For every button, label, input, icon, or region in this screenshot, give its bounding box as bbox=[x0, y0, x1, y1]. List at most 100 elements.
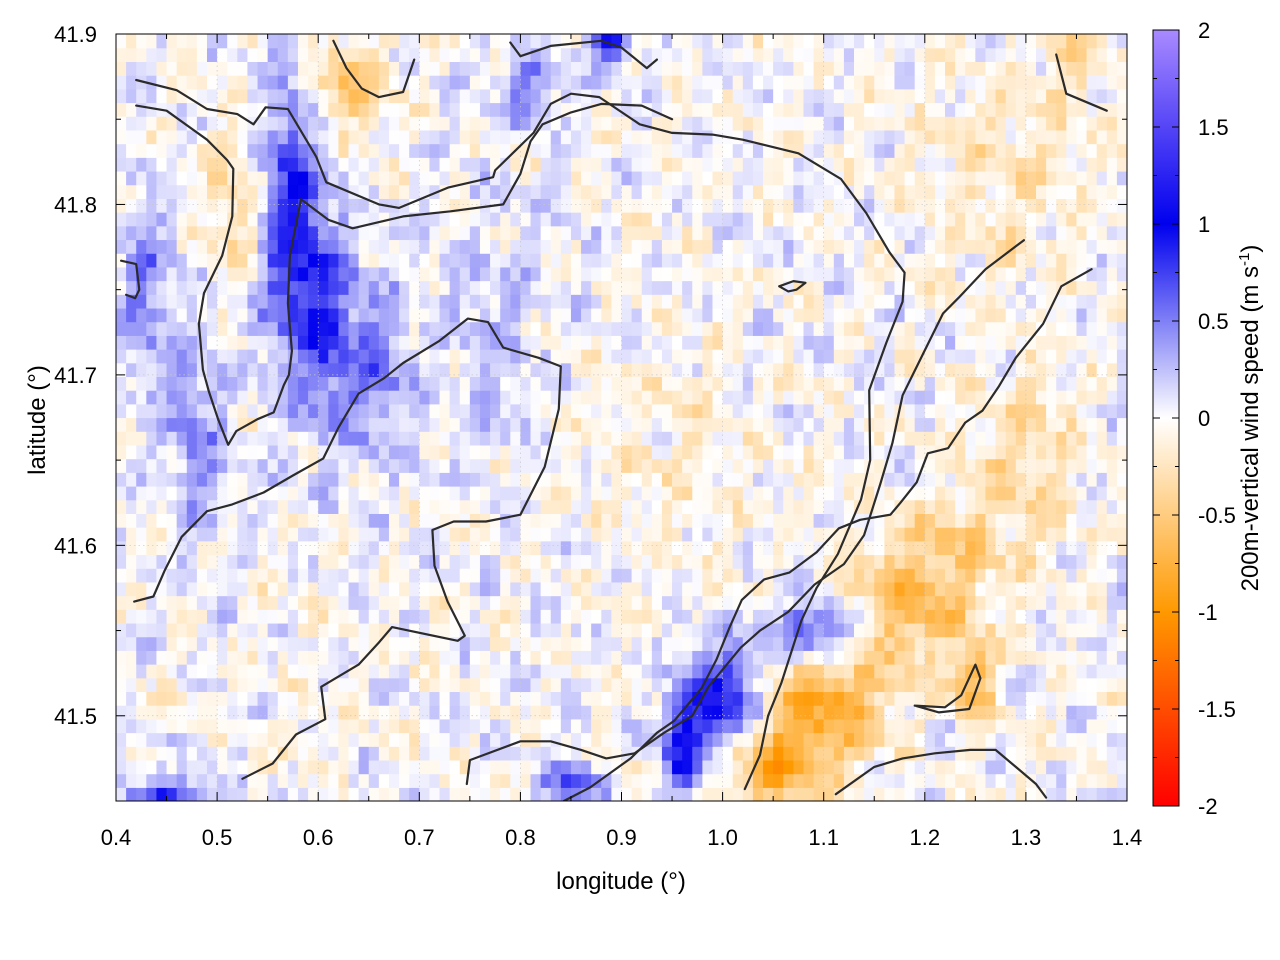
heatmap-cell bbox=[388, 718, 400, 734]
heatmap-cell bbox=[237, 485, 249, 501]
heatmap-cell bbox=[965, 705, 976, 720]
heatmap-cell bbox=[1066, 253, 1078, 268]
heatmap-cell bbox=[126, 513, 137, 528]
heatmap-cell bbox=[490, 116, 501, 131]
heatmap-cell bbox=[399, 170, 410, 186]
heatmap-cell bbox=[368, 691, 380, 706]
heatmap-cell bbox=[237, 212, 249, 227]
heatmap-cell bbox=[570, 773, 582, 788]
heatmap-cell bbox=[550, 157, 562, 172]
heatmap-cell bbox=[1056, 568, 1067, 583]
heatmap-cell bbox=[591, 718, 602, 734]
heatmap-cell bbox=[621, 581, 633, 597]
heatmap-cell bbox=[490, 376, 501, 391]
heatmap-cell bbox=[459, 225, 471, 241]
heatmap-cell bbox=[813, 212, 825, 227]
heatmap-cell bbox=[692, 390, 703, 405]
heatmap-cell bbox=[793, 129, 805, 145]
heatmap-cell bbox=[904, 472, 916, 487]
heatmap-cell bbox=[712, 157, 724, 172]
heatmap-cell bbox=[1015, 732, 1027, 747]
heatmap-cell bbox=[581, 335, 592, 350]
heatmap-cell bbox=[985, 609, 997, 624]
heatmap-cell bbox=[459, 581, 471, 597]
heatmap-cell bbox=[651, 184, 663, 199]
heatmap-cell bbox=[399, 609, 410, 624]
heatmap-cell bbox=[378, 773, 390, 788]
heatmap-cell bbox=[1015, 280, 1027, 295]
heatmap-cell bbox=[904, 773, 916, 788]
heatmap-cell bbox=[126, 403, 137, 419]
heatmap-cell bbox=[965, 773, 976, 788]
heatmap-cell bbox=[641, 129, 653, 145]
heatmap-cell bbox=[651, 376, 663, 391]
heatmap-cell bbox=[945, 212, 956, 227]
heatmap-cell bbox=[884, 349, 896, 364]
heatmap-cell bbox=[955, 417, 966, 432]
heatmap-cell bbox=[126, 691, 137, 706]
heatmap-cell bbox=[641, 307, 653, 323]
heatmap-cell bbox=[742, 527, 754, 542]
heatmap-cell bbox=[540, 431, 552, 446]
heatmap-cell bbox=[1036, 595, 1047, 610]
heatmap-cell bbox=[843, 335, 855, 350]
heatmap-cell bbox=[146, 403, 158, 419]
heatmap-cell bbox=[237, 390, 249, 405]
heatmap-cell bbox=[955, 622, 966, 638]
heatmap-cell bbox=[631, 253, 643, 268]
heatmap-cell bbox=[156, 718, 168, 734]
heatmap-cell bbox=[581, 609, 592, 624]
heatmap-cell bbox=[813, 595, 825, 610]
heatmap-cell bbox=[631, 622, 643, 638]
heatmap-cell bbox=[176, 362, 188, 378]
heatmap-cell bbox=[773, 431, 784, 446]
heatmap-cell bbox=[1106, 554, 1118, 569]
heatmap-cell bbox=[641, 705, 653, 720]
heatmap-cell bbox=[368, 581, 380, 597]
heatmap-cell bbox=[752, 335, 764, 350]
heatmap-cell bbox=[449, 787, 461, 801]
heatmap-cell bbox=[813, 499, 825, 514]
heatmap-cell bbox=[833, 595, 845, 610]
heatmap-cell bbox=[308, 472, 319, 487]
heatmap-cell bbox=[955, 718, 966, 734]
heatmap-cell bbox=[388, 691, 400, 706]
heatmap-cell bbox=[490, 554, 501, 569]
heatmap-cell bbox=[530, 157, 542, 172]
heatmap-cell bbox=[277, 170, 289, 186]
heatmap-cell bbox=[732, 157, 744, 172]
heatmap-cell bbox=[874, 677, 885, 693]
heatmap-cell bbox=[975, 650, 987, 665]
heatmap-cell bbox=[378, 691, 390, 706]
heatmap-cell bbox=[419, 485, 431, 501]
heatmap-cell bbox=[308, 280, 319, 295]
heatmap-cell bbox=[601, 732, 612, 747]
heatmap-cell bbox=[297, 581, 309, 597]
heatmap-cell bbox=[1056, 527, 1067, 542]
heatmap-cell bbox=[500, 349, 511, 364]
heatmap-cell bbox=[308, 746, 319, 761]
heatmap-cell bbox=[156, 677, 168, 693]
heatmap-cell bbox=[682, 157, 693, 172]
heatmap-cell bbox=[1005, 787, 1017, 801]
heatmap-cell bbox=[672, 239, 683, 254]
heatmap-cell bbox=[126, 280, 137, 295]
heatmap-cell bbox=[732, 540, 744, 556]
heatmap-cell bbox=[611, 280, 623, 295]
heatmap-cell bbox=[924, 773, 936, 788]
heatmap-cell bbox=[409, 431, 420, 446]
heatmap-cell bbox=[894, 239, 906, 254]
heatmap-cell bbox=[843, 568, 855, 583]
heatmap-cell bbox=[1116, 390, 1127, 405]
heatmap-cell bbox=[823, 595, 835, 610]
heatmap-cell bbox=[742, 677, 754, 693]
heatmap-cell bbox=[1056, 622, 1067, 638]
heatmap-cell bbox=[257, 718, 269, 734]
heatmap-cell bbox=[1036, 499, 1047, 514]
heatmap-cell bbox=[490, 403, 501, 419]
heatmap-cell bbox=[1025, 198, 1037, 213]
heatmap-cell bbox=[752, 458, 764, 473]
heatmap-cell bbox=[136, 636, 147, 651]
heatmap-cell bbox=[581, 691, 592, 706]
heatmap-cell bbox=[196, 787, 208, 801]
